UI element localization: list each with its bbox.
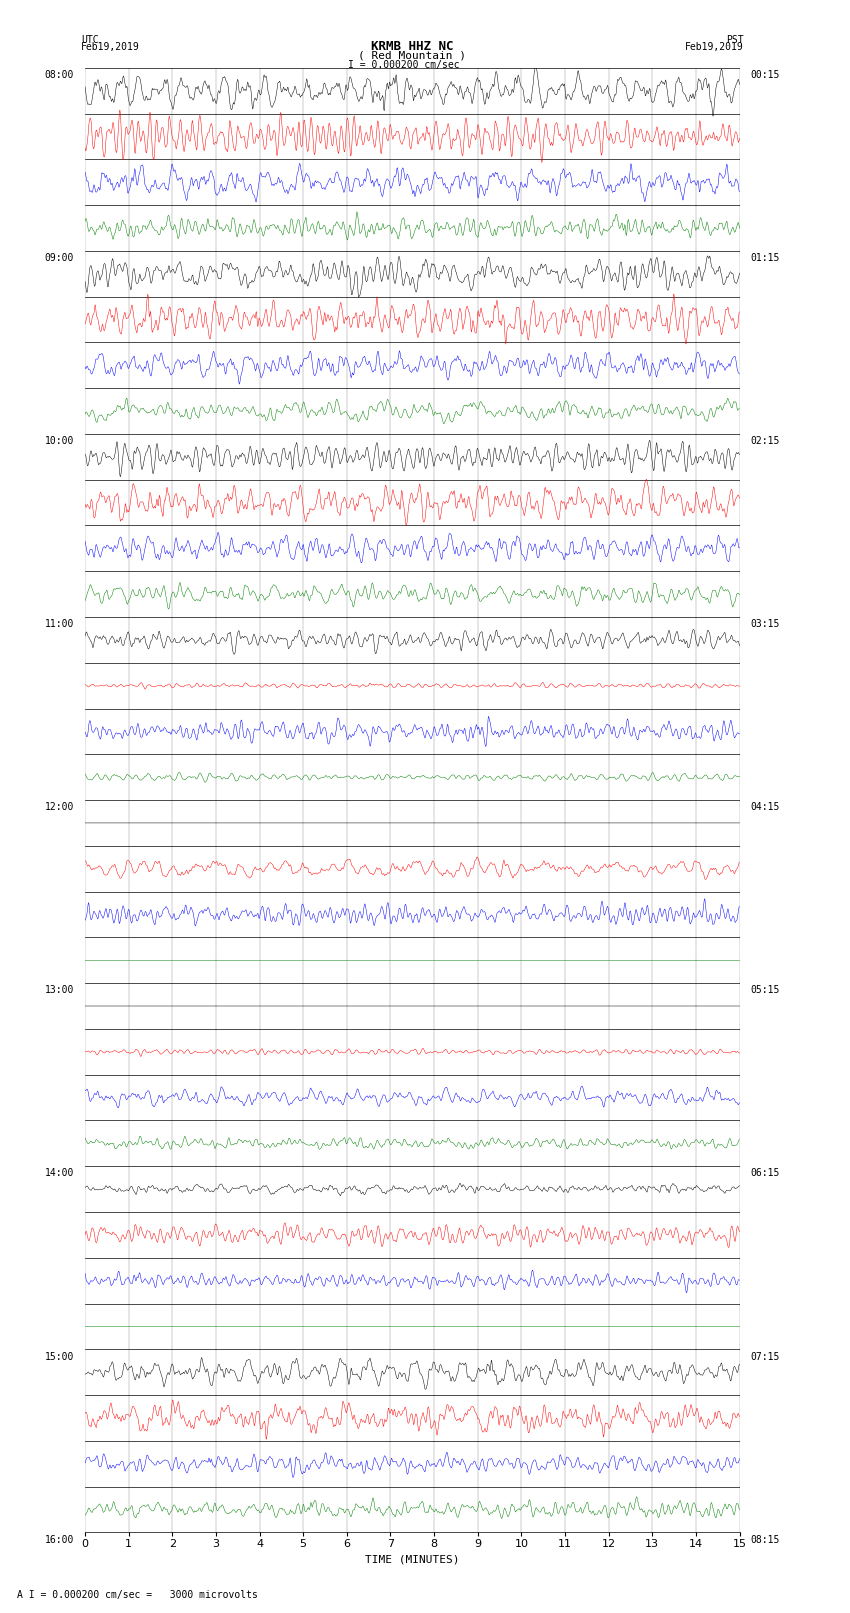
Text: 04:15: 04:15 <box>751 802 779 813</box>
Text: 02:15: 02:15 <box>751 436 779 447</box>
Text: 14:00: 14:00 <box>45 1168 74 1179</box>
Text: 15:00: 15:00 <box>45 1352 74 1361</box>
Text: Feb19,2019: Feb19,2019 <box>81 42 139 52</box>
Text: 08:00: 08:00 <box>45 69 74 81</box>
Text: 13:00: 13:00 <box>45 986 74 995</box>
Text: ( Red Mountain ): ( Red Mountain ) <box>358 50 467 60</box>
Text: 12:00: 12:00 <box>45 802 74 813</box>
Text: 06:15: 06:15 <box>751 1168 779 1179</box>
Text: UTC: UTC <box>81 35 99 45</box>
Text: 03:15: 03:15 <box>751 619 779 629</box>
X-axis label: TIME (MINUTES): TIME (MINUTES) <box>365 1555 460 1565</box>
Text: 11:00: 11:00 <box>45 619 74 629</box>
Text: 10:00: 10:00 <box>45 436 74 447</box>
Text: KRMB HHZ NC: KRMB HHZ NC <box>371 40 454 53</box>
Text: A I = 0.000200 cm/sec =   3000 microvolts: A I = 0.000200 cm/sec = 3000 microvolts <box>17 1590 258 1600</box>
Text: 07:15: 07:15 <box>751 1352 779 1361</box>
Text: I = 0.000200 cm/sec: I = 0.000200 cm/sec <box>348 60 460 69</box>
Text: Feb19,2019: Feb19,2019 <box>685 42 744 52</box>
Text: 09:00: 09:00 <box>45 253 74 263</box>
Text: 16:00: 16:00 <box>45 1534 74 1545</box>
Text: 08:15: 08:15 <box>751 1534 779 1545</box>
Text: 00:15: 00:15 <box>751 69 779 81</box>
Text: 01:15: 01:15 <box>751 253 779 263</box>
Text: 05:15: 05:15 <box>751 986 779 995</box>
Text: PST: PST <box>726 35 744 45</box>
